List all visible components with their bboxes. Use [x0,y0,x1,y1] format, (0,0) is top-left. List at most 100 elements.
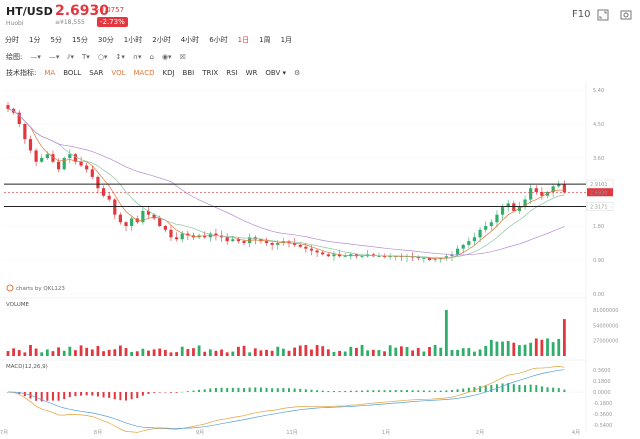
volume-bar [422,351,426,356]
interval-3[interactable]: 15分 [71,36,88,44]
candle-body [287,241,291,243]
fullscreen-icon[interactable] [597,9,609,21]
macd-histogram-bar [209,388,212,392]
interval-10[interactable]: 1周 [259,36,271,44]
volume-bar [293,347,297,356]
macd-histogram-bar [355,390,358,392]
indicator-rsi[interactable]: RSI [226,69,238,77]
candle-body [96,176,100,189]
candle-body [281,241,285,243]
volume-bar [203,351,207,356]
macd-histogram-bar [102,392,105,398]
candle-body [6,105,10,109]
macd-histogram-bar [428,390,431,392]
volume-bar [349,346,353,356]
change-percent-badge: -2.73% [97,17,128,27]
indicator-obv[interactable]: OBV ▾ [265,69,286,77]
circle-tool-icon[interactable]: ○▾ [97,53,108,61]
indicator-kdj[interactable]: KDJ [162,69,175,77]
line-tool-icon[interactable]: —▾ [30,53,41,61]
macd-histogram-bar [529,384,532,392]
macd-histogram-bar [147,392,150,394]
ma10-line [7,108,565,259]
eye-tool-icon[interactable]: ◉▾ [161,53,172,61]
volume-bar [23,352,27,356]
macd-histogram-bar [271,388,274,392]
price-tick-label: 0.00 [593,292,604,298]
macd-histogram-bar [40,392,43,402]
indicator-vol[interactable]: VOL [111,69,126,77]
indicator-bbi[interactable]: BBI [182,69,195,77]
channel-tool-icon[interactable]: ⫽▾ [67,52,75,61]
trash-tool-icon[interactable]: ☒ [179,53,186,61]
candle-body [73,154,78,162]
indicator-toolbar-label: 技术指标: [6,69,37,77]
volume-bar [338,350,341,356]
indicator-trix[interactable]: TRIX [202,69,219,77]
indicator-wr[interactable]: WR [245,69,258,77]
volume-bar [192,348,195,356]
magnet-tool-icon[interactable]: ∩▾ [132,53,142,61]
indicator-macd[interactable]: MACD [133,69,155,77]
volume-bar [478,349,482,356]
x-axis-label: 9月 [196,430,204,436]
macd-histogram-bar [243,388,246,392]
screenshot-icon[interactable] [620,9,632,21]
macd-histogram-bar [349,390,352,392]
interval-0[interactable]: 分时 [5,36,19,44]
interval-2[interactable]: 5分 [50,36,62,44]
candle-body [113,199,117,215]
price-tick-label: 1.80 [593,224,604,230]
macd-histogram-bar [338,391,341,392]
text-tool-icon[interactable]: T▾ [82,53,90,61]
lock-tool-icon[interactable]: ⌂ [149,53,154,61]
indicator-boll[interactable]: BOLL [63,69,82,77]
macd-histogram-bar [46,392,49,401]
candle-body [298,244,302,247]
candle-body [203,235,207,238]
indicator-ma[interactable]: MA [44,69,56,77]
candle-body [540,192,544,196]
indicator-sar[interactable]: SAR [89,69,104,77]
macd-histogram-bar [63,392,66,400]
candle-body [107,195,111,200]
volume-bar [197,345,201,356]
volume-bar [17,350,21,356]
macd-histogram-bar [321,390,324,392]
candle-body [180,233,184,240]
candle-body [23,124,27,140]
interval-6[interactable]: 2小时 [152,36,171,44]
interval-8[interactable]: 6小时 [209,36,228,44]
candle-body [478,229,482,238]
interval-1[interactable]: 1分 [29,36,41,44]
volume-bar [51,351,55,356]
interval-7[interactable]: 4小时 [180,36,200,44]
interval-4[interactable]: 30分 [97,36,114,44]
volume-bar [518,345,521,356]
volume-bar [68,346,72,356]
indicator-toolbar: 技术指标: MA BOLL SAR VOL MACD KDJ BBI TRIX RSI WR OBV… [0,65,640,81]
settings-gear-icon[interactable]: ⚙ [294,69,301,77]
macd-histogram-bar [198,389,201,392]
interval-5[interactable]: 1小时 [123,36,143,44]
price-range-tool-icon[interactable]: ↕▾ [115,53,125,61]
f10-button[interactable]: F10 [572,9,591,20]
ma30-line [7,108,565,256]
interval-11[interactable]: 1月 [280,36,293,44]
exchange-name: Huobi [6,20,24,27]
macd-histogram-bar [434,390,437,392]
macd-histogram-bar [327,391,330,392]
hline-tool-icon[interactable]: —▾ [48,53,60,61]
macd-dif-line [7,366,565,433]
volume-bar [152,349,156,356]
macd-histogram-bar [80,392,83,396]
volume-bar [214,350,218,356]
interval-9[interactable]: 1日 [237,36,250,44]
macd-histogram-bar [507,383,510,392]
macd-histogram-bar [299,388,302,392]
volume-bar [287,350,291,356]
price-chart[interactable]: 5.404.503.602.701.800.900.002.91012.6930… [0,82,640,439]
volume-bar [360,344,364,356]
candle-body [186,233,190,236]
candle-body [304,246,308,249]
